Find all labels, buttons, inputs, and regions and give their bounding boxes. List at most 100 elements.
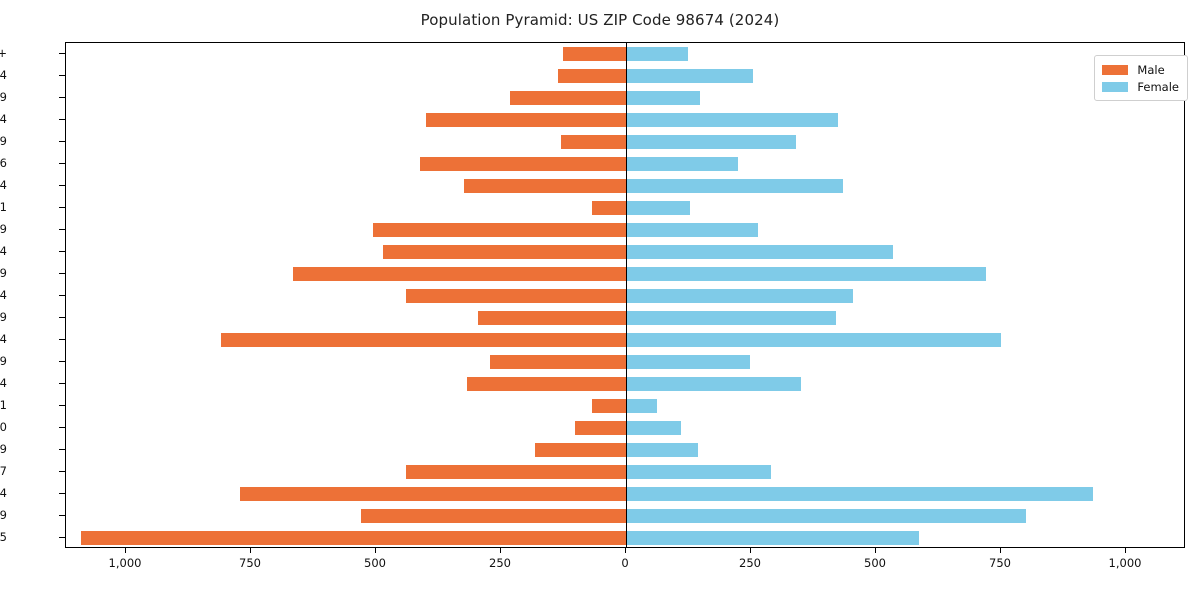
bar-female[interactable]: [626, 91, 700, 105]
y-axis-tick-label: 65-66: [0, 156, 7, 170]
bar-row: [66, 289, 1184, 303]
y-axis-tick-label: 45-49: [0, 266, 7, 280]
bar-male[interactable]: [383, 245, 626, 259]
y-axis-tick-mark: [59, 251, 65, 252]
bar-male[interactable]: [592, 201, 626, 215]
bar-row: [66, 47, 1184, 61]
chart-legend[interactable]: Male Female: [1094, 55, 1188, 101]
bar-row: [66, 135, 1184, 149]
bar-row: [66, 311, 1184, 325]
y-axis-tick-mark: [59, 493, 65, 494]
bar-male[interactable]: [293, 267, 626, 281]
y-axis-tick-mark: [59, 119, 65, 120]
bar-female[interactable]: [626, 377, 801, 391]
bar-female[interactable]: [626, 267, 986, 281]
bar-male[interactable]: [510, 91, 626, 105]
bar-male[interactable]: [478, 311, 626, 325]
y-axis-tick-label: 25-29: [0, 354, 7, 368]
bar-female[interactable]: [626, 355, 750, 369]
x-axis-tick-mark: [250, 548, 251, 553]
y-axis-tick-mark: [59, 317, 65, 318]
bar-female[interactable]: [626, 179, 843, 193]
y-axis-tick-label: 15-17: [0, 464, 7, 478]
x-axis-tick-mark: [875, 548, 876, 553]
bar-female[interactable]: [626, 421, 681, 435]
bar-male[interactable]: [240, 487, 626, 501]
bar-female[interactable]: [626, 487, 1093, 501]
bar-female[interactable]: [626, 531, 919, 545]
y-axis-tick-mark: [59, 53, 65, 54]
y-axis-tick-label: 67-69: [0, 134, 7, 148]
bar-row: [66, 465, 1184, 479]
legend-item[interactable]: Male: [1102, 61, 1179, 78]
x-axis-tick-mark: [750, 548, 751, 553]
bar-male[interactable]: [406, 289, 626, 303]
y-axis-tick-mark: [59, 515, 65, 516]
legend-item[interactable]: Female: [1102, 78, 1179, 95]
bar-male[interactable]: [575, 421, 626, 435]
bar-female[interactable]: [626, 465, 771, 479]
x-axis-tick-mark: [375, 548, 376, 553]
legend-swatch-icon: [1102, 64, 1129, 75]
bar-male[interactable]: [592, 399, 626, 413]
bar-row: [66, 531, 1184, 545]
y-axis-tick-label: 85+: [0, 46, 7, 60]
y-axis-tick-label: 21: [0, 398, 7, 412]
bar-female[interactable]: [626, 47, 688, 61]
bar-female[interactable]: [626, 223, 758, 237]
y-axis-tick-label: 35-39: [0, 310, 7, 324]
x-axis-tick-mark: [500, 548, 501, 553]
bar-male[interactable]: [563, 47, 626, 61]
y-axis-tick-mark: [59, 75, 65, 76]
y-axis-tick-mark: [59, 361, 65, 362]
bar-male[interactable]: [535, 443, 626, 457]
bar-female[interactable]: [626, 157, 738, 171]
bar-male[interactable]: [426, 113, 626, 127]
x-axis-tick-label: 250: [489, 556, 511, 570]
bar-row: [66, 69, 1184, 83]
bar-female[interactable]: [626, 399, 657, 413]
y-axis-tick-mark: [59, 405, 65, 406]
bar-female[interactable]: [626, 113, 838, 127]
bar-female[interactable]: [626, 311, 836, 325]
y-axis-tick-mark: [59, 229, 65, 230]
bar-row: [66, 377, 1184, 391]
y-axis-tick-mark: [59, 185, 65, 186]
bar-row: [66, 91, 1184, 105]
y-axis-tick-label: 5-9: [0, 508, 7, 522]
bar-female[interactable]: [626, 333, 1001, 347]
bar-male[interactable]: [467, 377, 626, 391]
bar-male[interactable]: [490, 355, 626, 369]
bar-row: [66, 421, 1184, 435]
bar-row: [66, 333, 1184, 347]
bar-male[interactable]: [361, 509, 626, 523]
bar-male[interactable]: [561, 135, 626, 149]
y-axis-tick-mark: [59, 207, 65, 208]
y-axis-tick-label: Under 5: [0, 530, 7, 544]
y-axis-tick-mark: [59, 141, 65, 142]
bar-male[interactable]: [373, 223, 626, 237]
bar-female[interactable]: [626, 509, 1026, 523]
bar-male[interactable]: [420, 157, 626, 171]
bar-row: [66, 443, 1184, 457]
bar-male[interactable]: [464, 179, 626, 193]
bar-female[interactable]: [626, 201, 690, 215]
bar-female[interactable]: [626, 443, 698, 457]
bar-female[interactable]: [626, 135, 796, 149]
x-axis-tick-mark: [1125, 548, 1126, 553]
bar-male[interactable]: [221, 333, 626, 347]
x-axis-tick-label: 0: [621, 556, 629, 570]
bar-male[interactable]: [558, 69, 626, 83]
y-axis-tick-label: 50-54: [0, 244, 7, 258]
bar-male[interactable]: [81, 531, 626, 545]
bar-row: [66, 487, 1184, 501]
bar-female[interactable]: [626, 245, 893, 259]
bar-female[interactable]: [626, 69, 753, 83]
y-axis-tick-mark: [59, 295, 65, 296]
bar-male[interactable]: [406, 465, 626, 479]
y-axis-tick-label: 55-59: [0, 222, 7, 236]
bar-female[interactable]: [626, 289, 853, 303]
x-axis-tick-label: 500: [364, 556, 386, 570]
x-axis-tick-label: 500: [864, 556, 886, 570]
